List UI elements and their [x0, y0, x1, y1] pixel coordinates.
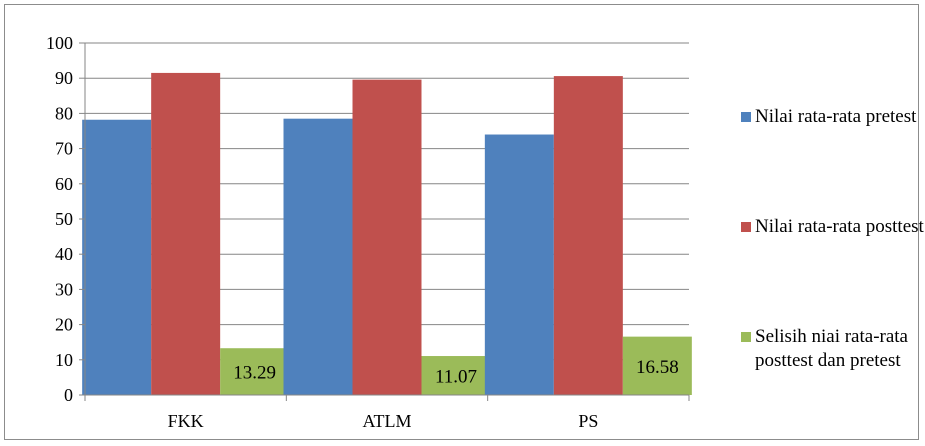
x-tick-label: ATLM — [363, 411, 412, 431]
bar — [151, 72, 221, 396]
bar — [283, 118, 353, 396]
bar — [352, 79, 422, 395]
bar — [553, 76, 623, 395]
y-tick-label: 90 — [55, 68, 73, 88]
bars — [82, 72, 692, 396]
x-tick-label: FKK — [168, 411, 204, 431]
y-tick-label: 40 — [55, 244, 73, 264]
legend-swatch — [741, 112, 751, 122]
y-tick-label: 20 — [55, 315, 73, 335]
labels: 0 10 20 30 40 50 60 70 80 90 100 13.29 FKK 11.07 ATLM 1… — [46, 33, 679, 431]
y-tick-label: 50 — [55, 209, 73, 229]
y-tick-label: 0 — [64, 385, 73, 405]
bar — [82, 119, 152, 396]
legend-label: Nilai rata-rata posttest — [755, 216, 924, 237]
y-tick-label: 30 — [55, 279, 73, 299]
legend-swatch — [741, 332, 751, 342]
legend-label: Selisih niai rata-rata posttest dan pret… — [755, 326, 908, 371]
y-tick-label: 60 — [55, 174, 73, 194]
bar — [484, 134, 554, 395]
data-label: 11.07 — [435, 367, 477, 388]
axes — [79, 42, 690, 401]
data-label: 13.29 — [233, 363, 276, 384]
chart-area: 0 10 20 30 40 50 60 70 80 90 100 13.29 FKK 11.07 ATLM 1… — [4, 4, 924, 440]
y-tick-label: 100 — [46, 33, 73, 53]
bar — [220, 348, 290, 395]
y-tick-label: 70 — [55, 139, 73, 159]
bar-chart: 0 10 20 30 40 50 60 70 80 90 100 13.29 FKK 11.07 ATLM 1… — [46, 33, 692, 431]
legend-label: Nilai rata-rata pretest — [755, 106, 917, 127]
x-tick-label: PS — [578, 411, 598, 431]
bar — [622, 336, 692, 395]
y-tick-label: 80 — [55, 103, 73, 123]
data-label: 16.58 — [636, 357, 679, 378]
legend-swatch — [741, 222, 751, 232]
bar — [421, 356, 491, 395]
y-tick-label: 10 — [55, 350, 73, 370]
